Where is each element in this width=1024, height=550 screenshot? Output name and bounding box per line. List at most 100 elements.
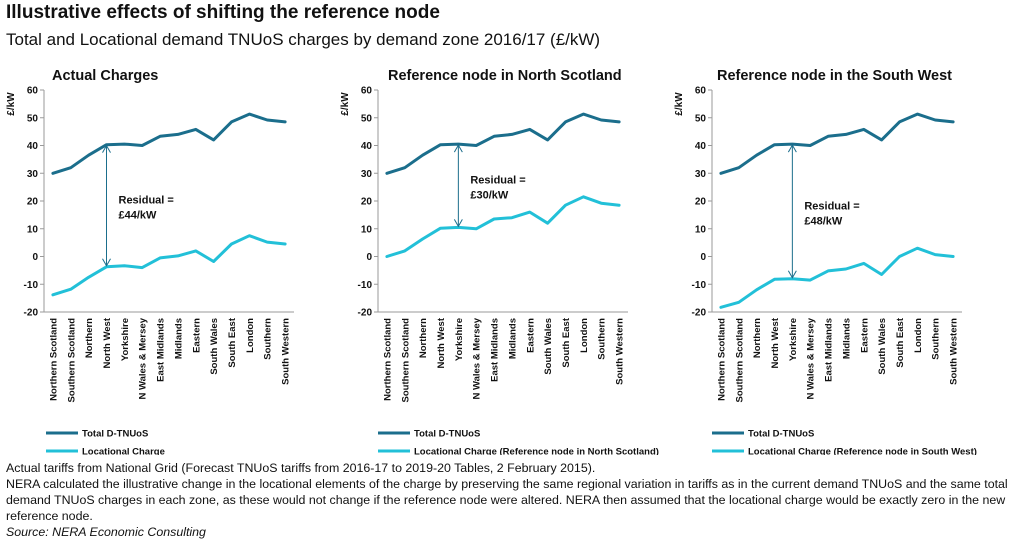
y-tick-label: 50 <box>27 113 39 124</box>
x-tick-label: Southern Scotland <box>66 318 77 403</box>
x-tick-label: South East <box>227 317 238 367</box>
x-tick-label: N Wales & Mersey <box>472 317 483 399</box>
x-tick-label: N Wales & Mersey <box>806 317 817 399</box>
x-tick-label: North West <box>436 317 447 368</box>
chart-panel-2: Reference node in North Scotland £/kW -20 -… <box>340 68 659 455</box>
series-line-total <box>719 112 955 175</box>
x-tick-label: N Wales & Mersey <box>138 317 149 399</box>
x-tick-label: South Wales <box>209 318 220 375</box>
series-line-locational <box>51 234 287 297</box>
x-tick-label: South Western <box>281 318 292 385</box>
x-tick-label: South Western <box>615 318 626 385</box>
x-tick-label: East Midlands <box>490 318 501 382</box>
x-tick-label: Yorkshire <box>120 318 131 361</box>
residual-label: Residual = <box>804 200 859 212</box>
y-axis-label: £/kW <box>340 92 351 116</box>
y-tick-label: 50 <box>361 113 373 124</box>
x-tick-label: Yorkshire <box>788 318 799 361</box>
x-tick-label: Northern <box>84 318 95 358</box>
y-tick-label: 60 <box>695 86 707 97</box>
chart-title: Reference node in North Scotland <box>388 68 622 84</box>
series-line-locational <box>385 195 621 258</box>
residual-arrow-head-bottom <box>787 270 797 279</box>
x-tick-label: Southern <box>263 318 274 360</box>
series-line-locational <box>719 246 955 309</box>
x-tick-label: Yorkshire <box>454 318 465 361</box>
residual-arrow-head-bottom <box>102 258 111 267</box>
x-tick-label: South East <box>895 317 906 367</box>
x-tick-label: Southern Scotland <box>400 318 411 403</box>
chart-panel-3: Reference node in the South West £/kW -20 -… <box>674 68 977 455</box>
note-methodology: NERA calculated the illustrative change … <box>6 477 1008 523</box>
x-tick-label: London <box>579 318 590 353</box>
x-tick-label: Northern Scotland <box>382 318 393 401</box>
y-axis-label: £/kW <box>674 92 685 116</box>
x-tick-label: Southern <box>597 318 608 360</box>
x-tick-label: Northern <box>418 318 429 358</box>
page-title: Illustrative effects of shifting the ref… <box>6 2 440 23</box>
y-tick-label: 10 <box>695 224 707 235</box>
y-tick-label: -10 <box>358 280 373 291</box>
residual-arrow-head-top <box>102 144 111 153</box>
x-tick-label: Eastern <box>859 318 870 353</box>
y-tick-label: 20 <box>27 197 39 208</box>
chart-title: Reference node in the South West <box>717 68 952 84</box>
x-tick-label: Northern Scotland <box>48 318 59 401</box>
x-tick-label: London <box>245 318 256 353</box>
x-tick-label: South Wales <box>543 318 554 375</box>
y-tick-label: 0 <box>32 252 38 263</box>
y-tick-label: 30 <box>361 169 373 180</box>
residual-label: Residual = <box>470 175 525 187</box>
y-tick-label: 0 <box>700 252 706 263</box>
x-tick-label: Eastern <box>525 318 536 353</box>
x-tick-label: North West <box>770 317 781 368</box>
chart-title: Actual Charges <box>52 68 158 84</box>
chart-panel-1: Actual Charges £/kW -20 -10 0 10 20 30 40 50 60 Nor… <box>6 68 294 455</box>
residual-label: £30/kW <box>470 190 509 202</box>
x-tick-label: East Midlands <box>824 318 835 382</box>
y-tick-label: -20 <box>692 308 707 319</box>
y-tick-label: 50 <box>695 113 707 124</box>
legend-label: Locational Charge (Reference node in Sou… <box>748 447 977 456</box>
x-tick-label: South East <box>561 317 572 367</box>
source-note: Source: NERA Economic Consulting <box>6 525 206 539</box>
x-tick-label: Northern <box>752 318 763 358</box>
y-tick-label: 40 <box>695 141 707 152</box>
y-tick-label: 10 <box>361 224 373 235</box>
y-tick-label: 10 <box>27 224 39 235</box>
x-tick-label: Northern Scotland <box>716 318 727 401</box>
residual-arrow-head-top <box>787 144 797 153</box>
legend-label: Total D-TNUoS <box>414 429 480 440</box>
x-tick-label: Midlands <box>507 318 518 359</box>
legend-label: Locational Charge <box>82 447 165 456</box>
legend-label: Locational Charge (Reference node in Nor… <box>414 447 659 456</box>
page-subtitle: Total and Locational demand TNUoS charge… <box>6 30 601 49</box>
legend-label: Total D-TNUoS <box>82 429 148 440</box>
x-tick-label: North West <box>102 317 113 368</box>
residual-label: £48/kW <box>804 215 843 227</box>
y-tick-label: 30 <box>695 169 707 180</box>
y-tick-label: 40 <box>27 141 39 152</box>
x-tick-label: Midlands <box>841 318 852 359</box>
y-tick-label: 60 <box>361 86 373 97</box>
notes: Actual tariffs from National Grid (Forec… <box>6 460 1018 540</box>
x-tick-label: Southern <box>931 318 942 360</box>
x-tick-label: Southern Scotland <box>734 318 745 403</box>
y-tick-label: -10 <box>692 280 707 291</box>
x-tick-label: London <box>913 318 924 353</box>
y-tick-label: 20 <box>361 197 373 208</box>
x-tick-label: East Midlands <box>156 318 167 382</box>
residual-arrow-head-bottom <box>453 219 463 228</box>
x-tick-label: South Western <box>949 318 960 385</box>
series-line-total <box>51 112 287 175</box>
y-tick-label: -20 <box>358 308 373 319</box>
y-tick-label: 30 <box>27 169 39 180</box>
x-tick-label: Midlands <box>173 318 184 359</box>
y-tick-label: 40 <box>361 141 373 152</box>
y-tick-label: 0 <box>366 252 372 263</box>
x-tick-label: South Wales <box>877 318 888 375</box>
legend-label: Total D-TNUoS <box>748 429 814 440</box>
series-line-total <box>385 112 621 175</box>
note-tariff-source: Actual tariffs from National Grid (Forec… <box>6 461 596 475</box>
residual-label: £44/kW <box>119 210 158 222</box>
